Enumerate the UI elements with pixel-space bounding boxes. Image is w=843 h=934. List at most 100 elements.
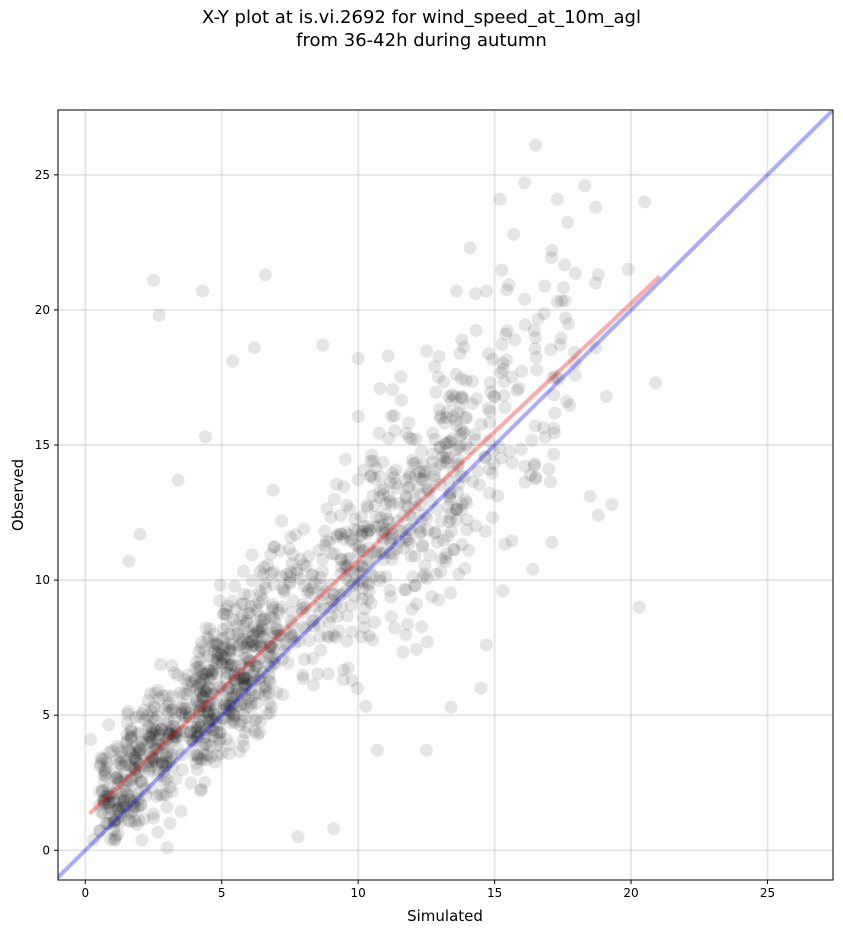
scatter-point (386, 383, 399, 396)
scatter-point (101, 781, 115, 795)
x-tick-label: 5 (218, 886, 226, 900)
scatter-point (207, 636, 221, 650)
scatter-point (130, 739, 144, 753)
scatter-point (224, 691, 238, 705)
scatter-point (233, 613, 247, 627)
scatter-point (345, 579, 359, 593)
scatter-point (330, 528, 344, 542)
scatter-point (190, 720, 204, 734)
scatter-point (258, 681, 272, 695)
scatter-point (132, 757, 145, 771)
scatter-point (385, 527, 399, 541)
scatter-point (313, 630, 327, 644)
scatter-point (219, 694, 233, 708)
scatter-point (229, 602, 243, 616)
scatter-point (169, 726, 183, 740)
scatter-point (400, 489, 413, 503)
scatter-point (124, 774, 137, 788)
scatter-point (192, 705, 206, 718)
scatter-point (632, 600, 646, 614)
scatter-point (125, 761, 139, 775)
scatter-point (326, 594, 340, 608)
scatter-point (438, 551, 452, 565)
scatter-point (253, 635, 267, 649)
scatter-point (544, 475, 557, 489)
scatter-point (361, 576, 375, 590)
scatter-point (545, 251, 558, 265)
scatter-point (127, 795, 141, 809)
scatter-point (260, 707, 274, 721)
scatter-point (193, 676, 207, 690)
scatter-point (339, 584, 353, 598)
scatter-point (414, 444, 428, 458)
scatter-point (405, 453, 419, 467)
scatter-point (369, 510, 383, 524)
scatter-point (268, 615, 282, 629)
scatter-point (451, 452, 465, 466)
scatter-point (240, 614, 254, 628)
scatter-point (470, 392, 484, 406)
scatter-point (355, 560, 369, 574)
scatter-point (193, 660, 207, 674)
scatter-point (420, 635, 434, 649)
scatter-point (383, 476, 397, 490)
scatter-point (368, 615, 381, 629)
scatter-point (305, 587, 318, 601)
scatter-point (460, 410, 474, 424)
scatter-point (327, 492, 341, 506)
scatter-point (225, 691, 239, 704)
scatter-point (434, 552, 448, 566)
scatter-point (500, 283, 514, 297)
scatter-point (251, 622, 265, 636)
scatter-point (242, 588, 256, 602)
scatter-point (451, 459, 465, 473)
scatter-point (163, 816, 177, 830)
scatter-point (495, 263, 509, 277)
scatter-point (561, 215, 574, 229)
scatter-point (354, 543, 368, 557)
scatter-point (383, 494, 397, 508)
scatter-point (448, 390, 462, 404)
scatter-point (354, 510, 368, 523)
scatter-point (228, 667, 241, 681)
scatter-point (422, 484, 436, 498)
scatter-point (142, 735, 156, 749)
scatter-point (518, 475, 532, 489)
x-tick-label: 25 (760, 886, 775, 900)
scatter-point (129, 791, 143, 805)
scatter-point (367, 546, 381, 560)
scatter-point (164, 751, 177, 765)
scatter-point (347, 576, 361, 590)
scatter-point (98, 793, 112, 807)
scatter-point (178, 672, 192, 686)
scatter-point (373, 470, 387, 483)
scatter-point (369, 545, 383, 559)
scatter-point (119, 784, 133, 798)
scatter-point (200, 667, 214, 681)
scatter-point (493, 192, 507, 206)
scatter-point (222, 667, 236, 680)
scatter-point (250, 625, 264, 639)
scatter-point (186, 735, 200, 749)
scatter-point (454, 372, 468, 386)
scatter-point (376, 524, 390, 538)
scatter-point (135, 707, 149, 721)
scatter-point (285, 557, 299, 571)
scatter-point (322, 616, 336, 630)
scatter-point (256, 619, 269, 633)
scatter-point (160, 800, 174, 814)
scatter-point (210, 655, 224, 669)
scatter-point (330, 610, 344, 623)
scatter-point (370, 743, 384, 757)
scatter-point (373, 381, 387, 395)
scatter-point (365, 448, 379, 462)
scatter-point (134, 798, 148, 812)
scatter-point (399, 583, 413, 597)
scatter-point (217, 652, 231, 666)
scatter-point (283, 576, 297, 590)
scatter-point (316, 552, 330, 566)
scatter-point (429, 385, 443, 399)
scatter-point (232, 638, 246, 652)
scatter-point (440, 456, 454, 470)
scatter-point (400, 533, 414, 547)
